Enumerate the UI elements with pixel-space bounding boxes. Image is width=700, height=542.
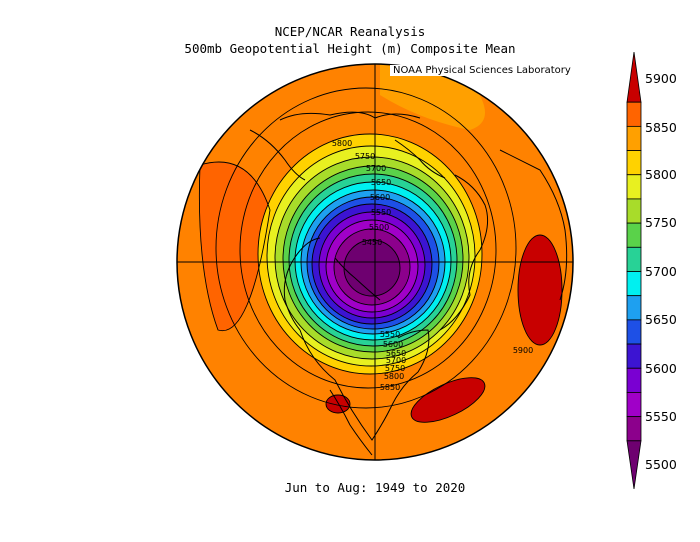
- graticule: [177, 64, 573, 460]
- date-range-label: Jun to Aug: 1949 to 2020: [284, 480, 466, 495]
- colorbar-tick-label: 5800: [645, 167, 677, 182]
- colorbar-segment: [626, 174, 642, 200]
- colorbar-segment: [626, 271, 642, 297]
- colorbar-segment: [626, 319, 642, 345]
- colorbar-segment: [626, 222, 642, 248]
- high-atlantic: [411, 377, 485, 423]
- colorbar-tick-label: 5500: [645, 457, 677, 472]
- colorbar-tick-label: 5750: [645, 215, 677, 230]
- contour-label: 5650: [371, 178, 391, 187]
- colorbar-segment: [626, 101, 642, 127]
- colorbar-segment: [626, 392, 642, 418]
- map-title: NCEP/NCAR Reanalysis: [274, 24, 426, 39]
- map-subtitle: 500mb Geopotential Height (m) Composite …: [184, 41, 516, 56]
- colorbar-tick-label: 5900: [645, 71, 677, 86]
- contour-label-group: 5800 5750 5700 5650 5600 5550 5500 5450 …: [332, 139, 533, 392]
- contour-label: 5800: [384, 372, 404, 381]
- contour-label: 5750: [355, 152, 375, 161]
- colorbar-tick-label: 5650: [645, 312, 677, 327]
- colorbar-tick-label: 5700: [645, 264, 677, 279]
- colorbar-segment: [626, 343, 642, 369]
- colorbar-segment: [626, 295, 642, 321]
- colorbar-segment: [626, 125, 642, 151]
- contour-label: 5700: [386, 356, 406, 365]
- contour-label: 5800: [332, 139, 352, 148]
- colorbar-segment: [626, 246, 642, 272]
- credit-label: NOAA Physical Sciences Laboratory: [390, 65, 574, 76]
- contour-label: 5500: [369, 223, 389, 232]
- colorbar-tick-label: 5850: [645, 120, 677, 135]
- colorbar-segment: [626, 150, 642, 176]
- band-5450: [344, 240, 400, 296]
- coastlines: [249, 111, 568, 456]
- contour-label: 5850: [380, 383, 400, 392]
- globe-outline: [176, 63, 574, 461]
- contour-label: 5600: [383, 340, 403, 349]
- colorbar-segment: [626, 416, 642, 442]
- contour-label: 5900: [513, 346, 533, 355]
- colorbar-segment: [626, 440, 642, 490]
- contour-label: 5550: [380, 330, 400, 339]
- contour-lines: [198, 87, 563, 423]
- contour-label: 5550: [371, 208, 391, 217]
- colorbar-segment: [626, 367, 642, 393]
- contour-label: 5650: [386, 349, 406, 358]
- band-west-ridge: [199, 162, 270, 331]
- colorbar-tick-label: 5600: [645, 361, 677, 376]
- colorbar: [626, 51, 642, 490]
- colorbar-segment: [626, 51, 642, 103]
- contour-label: 5450: [362, 238, 382, 247]
- high-mexico: [326, 395, 350, 413]
- colorbar-tick-label: 5550: [645, 409, 677, 424]
- contour-label: 5750: [385, 364, 405, 373]
- colorbar-segment: [626, 198, 642, 224]
- contour-label: 5600: [370, 193, 390, 202]
- contour-label: 5700: [366, 164, 386, 173]
